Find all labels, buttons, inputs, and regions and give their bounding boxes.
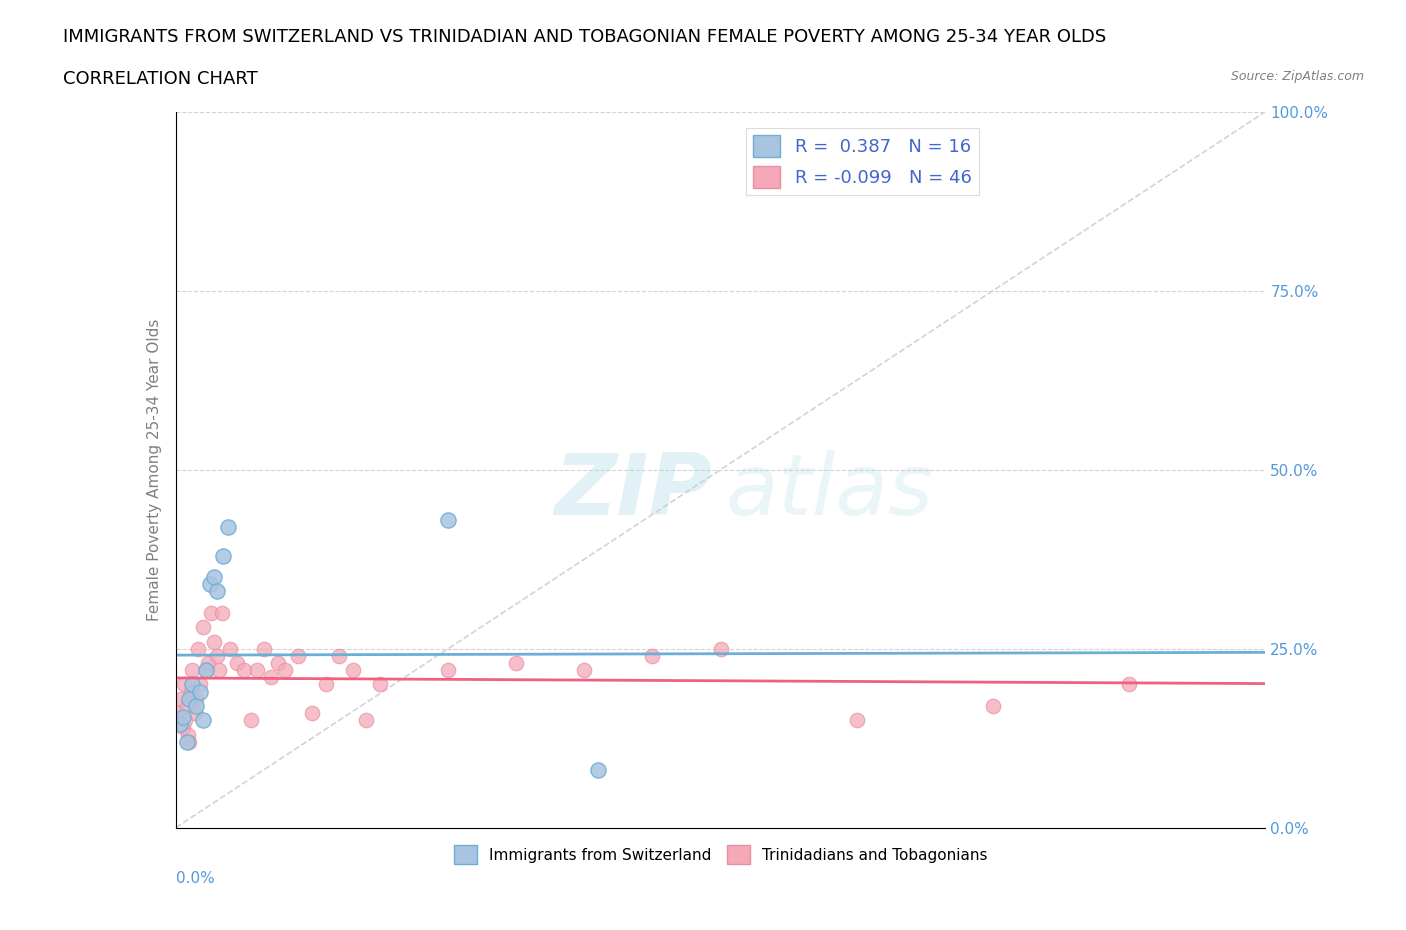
Point [211,605,233,620]
Point [172,720,194,735]
Point [586,763,609,777]
Text: 0.0%: 0.0% [176,870,215,885]
Point [232,663,254,678]
Point [845,712,868,727]
Point [170,691,193,706]
Point [368,677,391,692]
Point [194,663,217,678]
Point [181,663,204,678]
Point [179,735,201,750]
Point [437,663,460,678]
Point [173,677,195,692]
Y-axis label: Female Poverty Among 25-34 Year Olds: Female Poverty Among 25-34 Year Olds [146,318,162,621]
Point [641,648,664,663]
Point [179,691,201,706]
Point [188,684,211,699]
Point [181,677,204,692]
Point [202,569,225,585]
Point [191,619,214,634]
Text: atlas: atlas [725,449,934,533]
Point [253,642,276,657]
Point [186,691,208,706]
Text: ZIP: ZIP [554,449,713,533]
Point [186,698,208,713]
Point [274,663,297,678]
Point [301,706,323,721]
Point [172,710,194,724]
Point [267,656,290,671]
Point [191,712,214,727]
Point [260,670,283,684]
Point [208,663,231,678]
Point [176,735,198,750]
Point [194,663,217,678]
Point [202,634,225,649]
Point [1118,677,1140,692]
Point [315,677,337,692]
Point [180,684,202,699]
Point [200,605,222,620]
Point [287,648,309,663]
Text: IMMIGRANTS FROM SWITZERLAND VS TRINIDADIAN AND TOBAGONIAN FEMALE POVERTY AMONG 2: IMMIGRANTS FROM SWITZERLAND VS TRINIDADI… [63,28,1107,46]
Point [710,642,733,657]
Point [198,577,221,591]
Point [226,656,249,671]
Point [197,656,219,671]
Point [169,716,191,731]
Point [188,677,211,692]
Point [239,712,262,727]
Point [342,663,364,678]
Point [328,648,350,663]
Point [186,642,209,657]
Point [212,548,235,563]
Point [217,520,239,535]
Point [574,663,596,678]
Point [205,584,228,599]
Point [437,512,460,527]
Point [246,663,269,678]
Point [184,706,207,721]
Text: Source: ZipAtlas.com: Source: ZipAtlas.com [1230,70,1364,83]
Legend: Immigrants from Switzerland, Trinidadians and Tobagonians: Immigrants from Switzerland, Trinidadian… [447,840,994,870]
Point [174,712,197,727]
Text: CORRELATION CHART: CORRELATION CHART [63,70,259,87]
Point [219,642,242,657]
Point [505,656,527,671]
Point [176,698,198,713]
Point [981,698,1004,713]
Point [167,706,190,721]
Point [177,727,200,742]
Point [205,648,228,663]
Point [356,712,378,727]
